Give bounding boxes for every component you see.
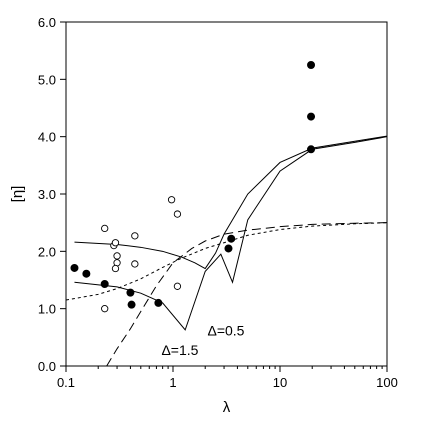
x-tick-label: 0.1 bbox=[57, 375, 75, 390]
x-tick-label: 1 bbox=[169, 375, 176, 390]
open-data-point bbox=[173, 282, 182, 290]
x-tick-label: 10 bbox=[273, 375, 287, 390]
filled-data-point bbox=[126, 288, 135, 297]
filled-data-point bbox=[224, 244, 233, 253]
y-tick-label: 0.0 bbox=[38, 359, 56, 374]
y-tick-label: 1.0 bbox=[38, 302, 56, 317]
y-tick-label: 4.0 bbox=[38, 130, 56, 145]
y-tick-label: 3.0 bbox=[38, 187, 56, 202]
open-data-point bbox=[101, 305, 109, 313]
filled-data-point bbox=[100, 280, 109, 289]
open-data-point bbox=[111, 239, 120, 247]
open-data-point bbox=[131, 260, 139, 268]
filled-data-point bbox=[70, 263, 79, 272]
filled-data-point bbox=[82, 269, 91, 278]
series-line-dotted-5 bbox=[66, 222, 387, 301]
plot-frame bbox=[65, 21, 388, 367]
y-tick-label: 2.0 bbox=[38, 244, 56, 259]
axes bbox=[60, 21, 388, 372]
open-data-point bbox=[113, 252, 121, 260]
filled-data-point bbox=[307, 145, 316, 154]
x-axis-title: λ bbox=[223, 399, 231, 416]
annotation-label: Δ=0.5 bbox=[207, 322, 244, 338]
y-tick-label: 6.0 bbox=[38, 15, 56, 30]
series-line-solid-2 bbox=[74, 135, 387, 270]
filled-data-point bbox=[227, 234, 236, 243]
open-data-point bbox=[167, 196, 176, 204]
filled-data-point bbox=[307, 61, 316, 70]
filled-data-point bbox=[307, 112, 316, 121]
x-tick-label: 100 bbox=[376, 375, 398, 390]
series-markers bbox=[70, 61, 316, 313]
open-data-point bbox=[101, 224, 109, 233]
chart-text: 0.1 1 10 100 0.0 1.0 2.0 3.0 4.0 5.0 6.0 λ [η] Δ=0.5 Δ… bbox=[9, 15, 398, 416]
open-data-point bbox=[173, 210, 182, 218]
plot-area bbox=[65, 21, 388, 367]
series-line-dashed-4 bbox=[106, 222, 387, 366]
filled-data-point bbox=[127, 300, 136, 309]
y-tick-label: 5.0 bbox=[38, 72, 56, 87]
open-data-point bbox=[131, 232, 139, 240]
open-data-point bbox=[111, 264, 120, 273]
y-axis-title: [η] bbox=[9, 186, 26, 203]
filled-data-point bbox=[154, 298, 163, 307]
annotation-label: Δ=1.5 bbox=[161, 342, 198, 358]
